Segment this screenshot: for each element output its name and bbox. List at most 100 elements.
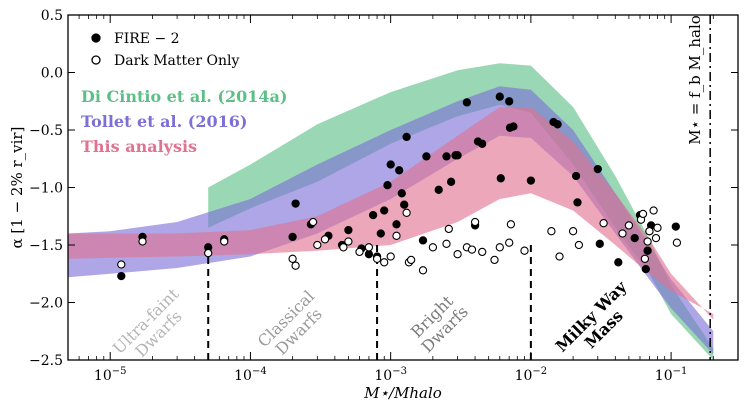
x-tick-base: 10: [94, 368, 112, 384]
fire2-point: [402, 132, 411, 142]
fire2-point: [509, 122, 518, 131]
x-tick-label: 10−3: [374, 366, 407, 384]
legend-label-fire-2: FIRE − 2: [114, 31, 180, 47]
dmo-point: [442, 239, 451, 248]
fire2-point: [383, 181, 392, 190]
baryon-fraction-label: M⋆ = f_b M_halo: [686, 15, 704, 145]
y-tick-label: 0.5: [41, 8, 63, 24]
dmo-point: [490, 255, 499, 265]
x-tick-base: 10: [374, 368, 392, 384]
fire2-point: [526, 176, 536, 185]
dmo-point: [547, 227, 556, 236]
region-label-milky-way: Milky WayMass: [552, 277, 644, 369]
fire2-point: [505, 97, 514, 106]
dmo-point: [339, 243, 348, 252]
legend-label-dark-matter-only: Dark Matter Only: [114, 53, 240, 69]
fire2-point: [376, 229, 385, 238]
dmo-point: [467, 245, 477, 254]
dmo-point: [402, 208, 411, 217]
x-tick-base: 10: [515, 368, 533, 384]
fire2-point: [630, 233, 639, 243]
fire2-point: [462, 98, 472, 107]
dmo-point: [506, 220, 516, 229]
x-tick-exponent: −2: [532, 366, 547, 377]
fire2-point: [392, 220, 401, 229]
x-tick-label: 10−2: [515, 366, 548, 384]
band-label-tollet-et-al-2016: Tollet et al. (2016): [81, 112, 247, 131]
x-tick-base: 10: [655, 368, 673, 384]
dmo-point: [470, 217, 480, 227]
dmo-point: [555, 252, 564, 261]
dmo-point: [505, 238, 514, 247]
dmo-point: [478, 247, 487, 257]
band-this-analysis: [68, 107, 714, 320]
dmo-point: [453, 250, 462, 259]
dmo-point: [520, 246, 529, 255]
dmo-point: [651, 233, 661, 243]
x-tick-exponent: −3: [392, 366, 407, 377]
band-di-cintio-et-al-2014a: [208, 63, 714, 360]
x-tick-exponent: −4: [252, 366, 267, 377]
fire2-point: [595, 239, 604, 248]
dmo-point: [618, 229, 627, 238]
dmo-point: [649, 206, 658, 215]
dmo-point: [291, 261, 300, 270]
legend-fire2-marker: [91, 33, 101, 43]
fire2-point: [446, 177, 456, 186]
dmo-point: [288, 254, 297, 263]
band-labels: Di Cintio et al. (2014a) Tollet et al. (2…: [81, 87, 287, 156]
dmo-point: [418, 266, 428, 275]
y-tick-label: −1.0: [29, 181, 63, 197]
fire2-point: [368, 210, 378, 220]
fire2-point: [344, 225, 353, 235]
fire2-point: [573, 198, 582, 207]
fire2-point: [288, 232, 297, 242]
y-axis-label: α [1 − 2% r_vir]: [8, 127, 26, 249]
dmo-point: [568, 227, 578, 236]
fire2-point: [495, 92, 504, 101]
dmo-point: [380, 258, 389, 267]
data-points: [117, 92, 682, 281]
fire2-point: [571, 171, 581, 181]
x-tick-base: 10: [234, 368, 252, 384]
band-label-di-cintio-et-al-2014a: Di Cintio et al. (2014a): [81, 87, 287, 106]
dmo-point: [599, 219, 608, 228]
legend-dmo-marker: [91, 55, 101, 65]
region-label-classical: ClassicalDwarfs: [254, 287, 331, 364]
fire2-point: [400, 200, 409, 209]
y-tick-label: −2.5: [29, 353, 63, 369]
fire2-point: [397, 189, 406, 198]
fire2-point: [593, 164, 602, 174]
dmo-point: [624, 221, 634, 230]
fire2-point: [478, 139, 487, 148]
dmo-point: [308, 217, 318, 227]
fire2-point: [442, 152, 451, 161]
fire2-point: [364, 250, 374, 259]
dmo-point: [344, 237, 353, 246]
x-tick-label: 10−5: [94, 366, 127, 384]
fire2-point: [434, 185, 443, 194]
y-tick-label: −2.0: [29, 296, 63, 312]
axes: 0.50.0−0.5−1.0−1.5−2.0−2.510−5 10−4 10−3 10…: [8, 8, 739, 402]
model-bands: [68, 63, 714, 360]
dmo-point: [313, 240, 322, 250]
dmo-point: [406, 255, 416, 265]
dmo-point: [645, 227, 654, 236]
dmo-point: [640, 254, 650, 263]
dmo-point: [672, 238, 682, 247]
x-tick-label: 10−1: [655, 366, 688, 384]
x-tick-exponent: −1: [673, 366, 688, 377]
dmo-point: [653, 223, 662, 232]
mass-class-dividers: M⋆ = f_b M_halo: [207, 15, 711, 360]
x-tick-label: 10−4: [234, 366, 267, 384]
fire2-point: [671, 222, 680, 231]
dmo-point: [495, 243, 504, 252]
x-axis-label: M⋆/Mhalo: [363, 384, 442, 402]
y-tick-label: 0.0: [41, 66, 63, 82]
dmo-point: [428, 243, 438, 252]
fire2-point: [291, 199, 300, 208]
dmo-point: [320, 235, 330, 244]
dmo-point: [638, 209, 648, 219]
fire2-point: [117, 271, 126, 281]
